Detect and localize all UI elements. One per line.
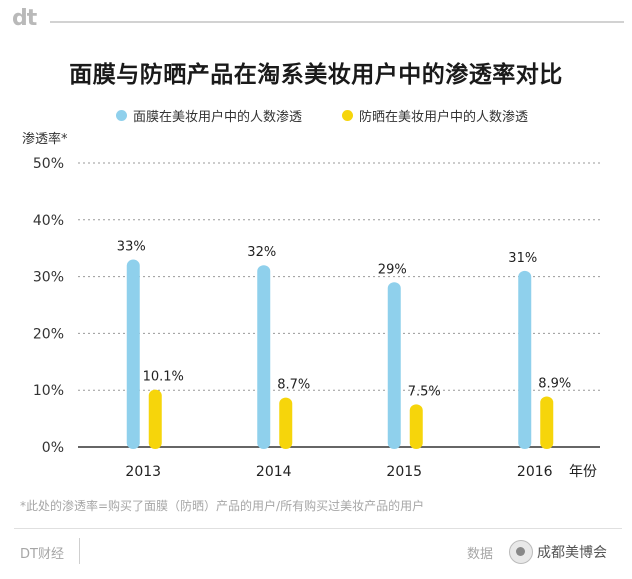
header-divider — [50, 21, 624, 23]
x-axis-label: 年份 — [569, 464, 597, 480]
data-label: 8.9% — [538, 376, 571, 391]
legend-item-sunscreen: 防晒在美妆用户中的人数渗透 — [342, 106, 528, 125]
legend-label-sunscreen: 防晒在美妆用户中的人数渗透 — [359, 110, 529, 125]
data-label: 31% — [508, 251, 537, 266]
legend-marker-mask — [116, 110, 127, 121]
footer-right-text: 数据 — [467, 547, 494, 562]
x-tick-label: 2014 — [256, 464, 292, 480]
bar-sunscreen — [279, 397, 293, 449]
data-label: 8.7% — [277, 378, 310, 393]
bar-mask — [126, 259, 140, 449]
x-tick-label: 2016 — [517, 464, 553, 480]
footer-vertical-divider — [79, 538, 80, 564]
chart-title: 面膜与防晒产品在淘系美妆用户中的渗透率对比 — [69, 62, 563, 88]
legend-item-mask: 面膜在美妆用户中的人数渗透 — [116, 106, 302, 125]
footnote: *此处的渗透率=购买了面膜（防晒）产品的用户/所有购买过美妆产品的用户 — [20, 499, 425, 513]
bar-sunscreen — [409, 404, 423, 449]
legend-label-mask: 面膜在美妆用户中的人数渗透 — [133, 110, 303, 125]
y-tick-label: 40% — [33, 213, 64, 229]
data-label: 33% — [117, 240, 146, 255]
y-tick-label: 30% — [33, 270, 64, 286]
bar-sunscreen — [148, 389, 162, 449]
y-tick-label: 50% — [33, 156, 64, 172]
watermark-text: 成都美博会 — [537, 545, 607, 561]
y-tick-label: 20% — [33, 326, 64, 342]
y-axis-label: 渗透率* — [22, 132, 68, 147]
chart-legend: 面膜在美妆用户中的人数渗透 防晒在美妆用户中的人数渗透 — [0, 106, 632, 128]
wechat-avatar-icon — [509, 540, 533, 564]
data-label: 29% — [378, 262, 407, 277]
bar-sunscreen — [540, 396, 554, 449]
data-label: 7.5% — [408, 384, 441, 399]
data-label: 32% — [247, 245, 276, 260]
x-tick-label: 2015 — [386, 464, 422, 480]
footer-source: DT财经 — [20, 547, 64, 562]
x-tick-label: 2013 — [125, 464, 161, 480]
bar-mask — [257, 265, 271, 449]
watermark: 成都美博会 — [506, 538, 610, 566]
bar-mask — [518, 270, 532, 449]
data-label: 10.1% — [143, 370, 184, 385]
y-tick-label: 10% — [33, 383, 64, 399]
y-tick-label: 0% — [42, 440, 64, 456]
bar-mask — [387, 282, 401, 449]
footer-divider-line — [14, 528, 622, 529]
legend-marker-sunscreen — [342, 110, 353, 121]
dt-logo: dt — [12, 6, 37, 31]
